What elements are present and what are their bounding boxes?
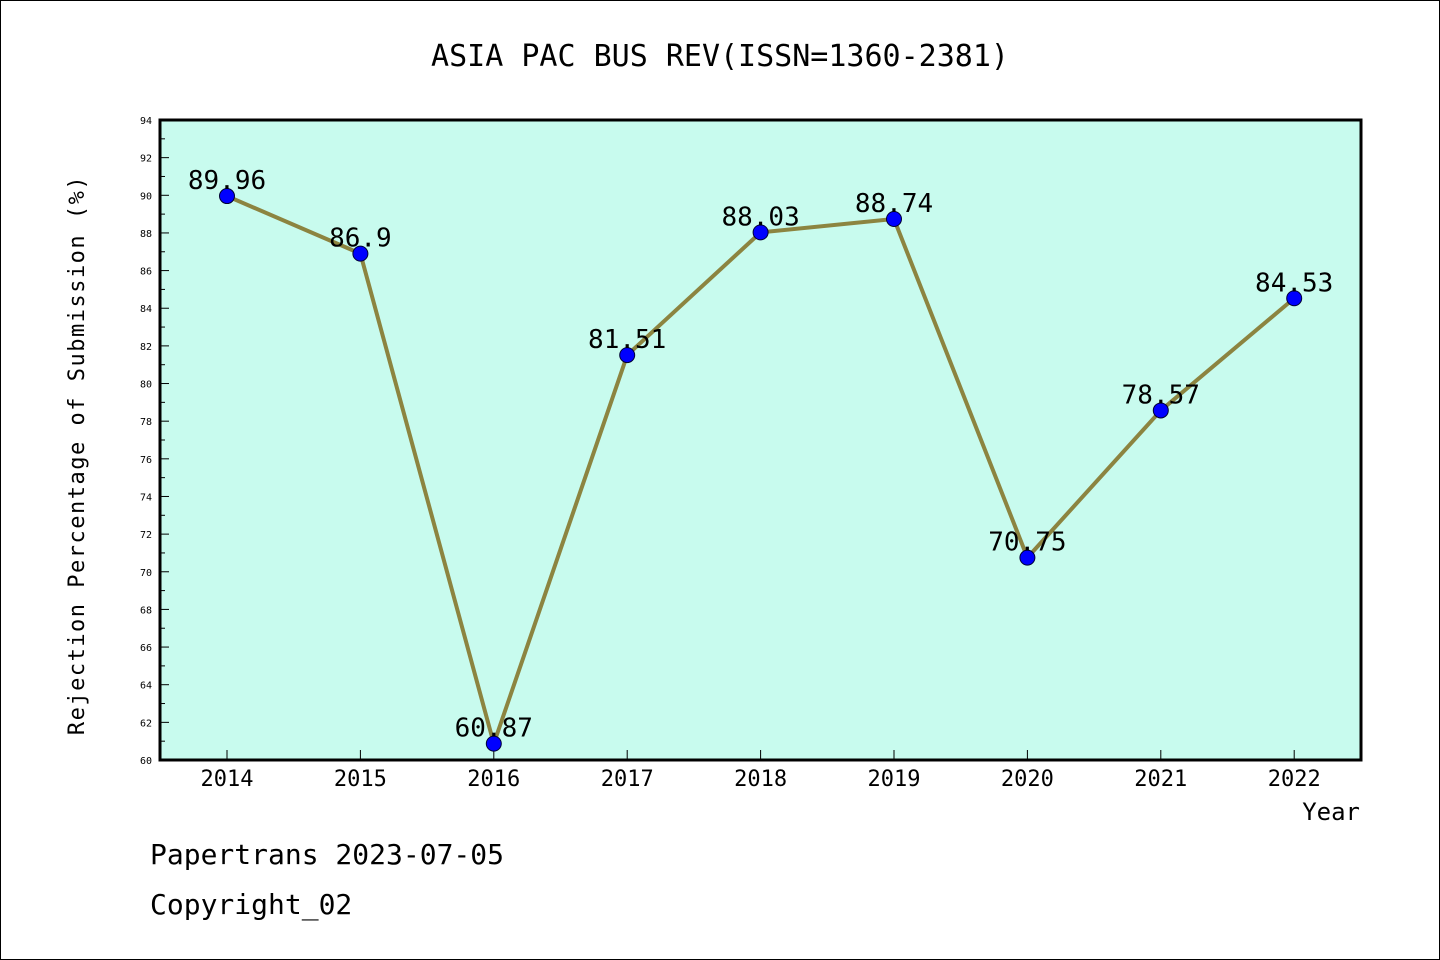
footer-date: Papertrans 2023-07-05	[150, 838, 504, 871]
y-tick-label: 90	[140, 191, 152, 202]
plot-border	[158, 118, 1363, 762]
x-tick-label: 2021	[1134, 767, 1187, 792]
data-labels: 89.96 86.9 60.87 81.51 88.03 88.74 70.75 78.57 8…	[188, 166, 1333, 744]
data-label: 81.51	[588, 325, 666, 355]
y-tick-label: 62	[140, 718, 152, 729]
data-point	[352, 245, 369, 262]
y-tick-label: 94	[140, 116, 152, 127]
y-tick-label: 60	[140, 756, 152, 767]
data-label: 84.53	[1255, 268, 1333, 298]
data-label: 86.9	[329, 224, 392, 254]
data-point	[1286, 290, 1303, 307]
data-markers	[219, 188, 1303, 752]
x-tick-label: 2015	[334, 767, 387, 792]
x-tick-label: 2014	[201, 767, 254, 792]
data-point	[1019, 549, 1036, 566]
y-tick-label: 86	[140, 267, 152, 278]
y-tick-label: 70	[140, 568, 152, 579]
y-tick-label: 84	[140, 304, 152, 315]
y-tick-label: 88	[140, 229, 152, 240]
data-point	[752, 224, 769, 241]
x-tick-label: 2016	[467, 767, 520, 792]
data-label: 88.03	[721, 202, 799, 232]
data-point	[219, 188, 235, 205]
x-tick-label: 2022	[1268, 767, 1321, 792]
y-tick-label: 82	[140, 342, 152, 353]
x-tick-label: 2018	[734, 767, 787, 792]
data-point	[1152, 402, 1169, 419]
y-tick-label: 64	[140, 681, 152, 692]
x-tick-label: 2019	[868, 767, 921, 792]
y-tick-label: 76	[140, 455, 152, 466]
y-tick-label: 72	[140, 530, 152, 541]
data-label: 70.75	[988, 528, 1066, 558]
y-tick-label: 92	[140, 154, 152, 165]
data-label: 88.74	[855, 189, 933, 219]
y-tick-label: 78	[140, 417, 152, 428]
data-label: 60.87	[455, 714, 533, 744]
x-axis-label: Year	[1302, 798, 1360, 826]
y-tick-label: 66	[140, 643, 152, 654]
footer-copyright: Copyright_02	[150, 888, 352, 922]
x-tick-label: 2020	[1001, 767, 1054, 792]
y-axis-label: Rejection Percentage of Submission (%)	[65, 175, 90, 735]
data-point	[485, 735, 502, 752]
y-tick-label: 80	[140, 380, 152, 391]
x-tick-label: 2017	[601, 767, 654, 792]
y-tick-label: 68	[140, 605, 152, 616]
data-label: 78.57	[1122, 380, 1200, 410]
chart-title: ASIA PAC BUS REV(ISSN=1360-2381)	[431, 39, 1009, 74]
data-point	[886, 211, 902, 228]
x-axis: 2014 2015 2016 2017 2018 2019 2020 2021 2022	[201, 750, 1321, 792]
data-label: 89.96	[188, 166, 266, 196]
data-point	[619, 347, 636, 364]
y-tick-label: 74	[140, 492, 152, 503]
